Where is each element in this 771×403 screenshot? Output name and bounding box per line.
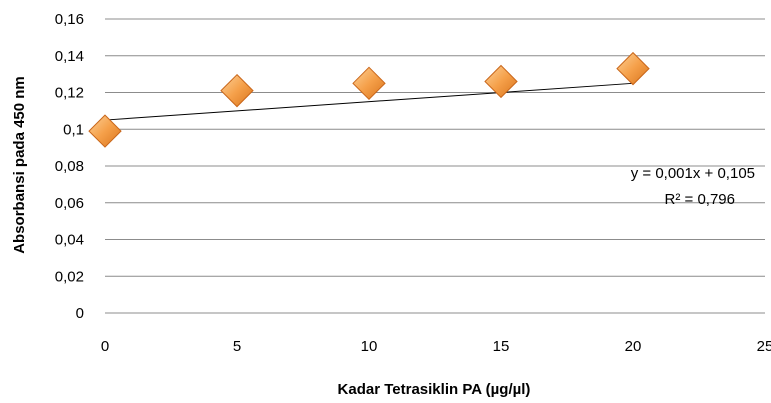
x-tick-label: 15: [493, 338, 510, 355]
y-tick-label: 0,12: [55, 85, 84, 102]
data-point: [484, 64, 518, 99]
x-axis-title: Kadar Tetrasiklin PA (µg/µl): [338, 381, 531, 398]
x-tick-label: 10: [361, 338, 378, 355]
y-tick-label: 0,08: [55, 158, 84, 175]
trendline-layer: [104, 82, 634, 121]
trendline: [104, 82, 634, 121]
data-point: [352, 66, 386, 101]
data-points: [88, 51, 650, 148]
y-tick-label: 0,06: [55, 195, 84, 212]
y-axis-title: Absorbansi pada 450 nm: [11, 76, 28, 254]
gridlines: [105, 18, 765, 314]
y-tick-label: 0,14: [55, 48, 84, 65]
y-tick-label: 0: [76, 305, 84, 322]
data-point: [616, 51, 650, 86]
x-tick-label: 20: [625, 338, 642, 355]
x-tick-label: 0: [101, 338, 109, 355]
y-tick-label: 0,04: [55, 232, 84, 249]
trendline-equation: y = 0,001x + 0,105: [631, 165, 755, 182]
data-point: [220, 73, 254, 108]
x-tick-label: 25: [757, 338, 771, 355]
y-tick-labels: 0 0,02 0,04 0,06 0,08 0,1 0,12 0,14 0,16: [55, 11, 84, 322]
y-tick-label: 0,1: [63, 121, 84, 138]
y-tick-label: 0,02: [55, 268, 84, 285]
x-tick-label: 5: [233, 338, 241, 355]
x-tick-labels: 0 5 10 15 20 25: [101, 338, 771, 355]
y-tick-label: 0,16: [55, 11, 84, 28]
trendline-r-squared: R² = 0,796: [665, 191, 735, 208]
data-point: [88, 114, 122, 148]
